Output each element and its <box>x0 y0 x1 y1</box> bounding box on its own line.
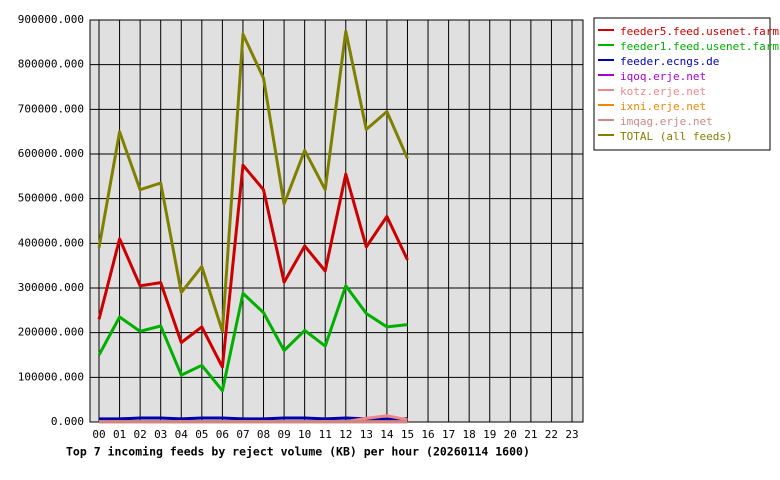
x-tick-label: 23 <box>565 428 578 441</box>
x-tick-label: 11 <box>319 428 332 441</box>
x-tick-label: 06 <box>216 428 229 441</box>
x-tick-label: 17 <box>442 428 455 441</box>
x-tick-label: 12 <box>339 428 352 441</box>
x-tick-label: 13 <box>360 428 373 441</box>
x-tick-label: 02 <box>134 428 147 441</box>
x-tick-label: 22 <box>545 428 558 441</box>
y-tick-label: 800000.000 <box>18 58 84 71</box>
x-tick-label: 08 <box>257 428 270 441</box>
legend-label: imqag.erje.net <box>620 115 713 128</box>
legend-label: ixni.erje.net <box>620 100 706 113</box>
x-tick-label: 21 <box>524 428 537 441</box>
y-tick-label: 0.000 <box>51 415 84 428</box>
legend-label: feeder.ecngs.de <box>620 55 719 68</box>
legend-label: feeder1.feed.usenet.farm <box>620 40 779 53</box>
legend-label: TOTAL (all feeds) <box>620 130 733 143</box>
x-tick-label: 10 <box>298 428 311 441</box>
y-tick-label: 300000.000 <box>18 281 84 294</box>
legend-label: iqoq.erje.net <box>620 70 706 83</box>
x-tick-label: 00 <box>92 428 105 441</box>
x-tick-label: 18 <box>463 428 476 441</box>
series-line <box>97 284 408 393</box>
x-tick-label: 20 <box>504 428 517 441</box>
chart-title: Top 7 incoming feeds by reject volume (K… <box>66 445 530 459</box>
x-tick-label: 14 <box>380 428 394 441</box>
x-tick-label: 15 <box>401 428 414 441</box>
series-line <box>99 416 408 421</box>
x-tick-label: 07 <box>236 428 249 441</box>
x-tick-label: 16 <box>421 428 434 441</box>
legend-label: feeder5.feed.usenet.farm <box>620 25 779 38</box>
legend-label: kotz.erje.net <box>620 85 706 98</box>
x-tick-label: 09 <box>277 428 290 441</box>
x-tick-label: 05 <box>195 428 208 441</box>
y-tick-label: 600000.000 <box>18 147 84 160</box>
x-tick-label: 19 <box>483 428 496 441</box>
series-line <box>97 163 409 369</box>
y-tick-label: 100000.000 <box>18 370 84 383</box>
x-tick-label: 04 <box>175 428 189 441</box>
y-tick-label: 200000.000 <box>18 326 84 339</box>
x-tick-label: 01 <box>113 428 126 441</box>
y-tick-label: 500000.000 <box>18 192 84 205</box>
y-tick-label: 900000.000 <box>18 13 84 26</box>
series-line <box>97 29 409 333</box>
y-tick-label: 700000.000 <box>18 102 84 115</box>
x-tick-label: 03 <box>154 428 167 441</box>
legend-box <box>593 17 771 151</box>
y-tick-label: 400000.000 <box>18 236 84 249</box>
